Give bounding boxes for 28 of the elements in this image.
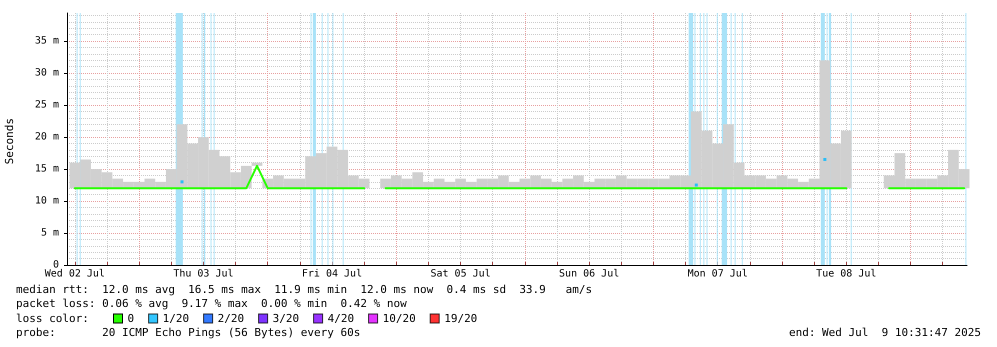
x-tick-label: Thu 03 Jul: [173, 268, 234, 280]
legend-label: 10/20: [382, 312, 416, 325]
x-tick-label: Tue 08 Jul: [816, 268, 876, 280]
x-tick-label: Fri 04 Jul: [302, 268, 362, 280]
y-tick-label: 10 m: [34, 196, 59, 207]
y-axis-title: Seconds: [3, 118, 16, 164]
legend-label: 1/20: [162, 312, 190, 325]
y-tick-label: 35 m: [34, 36, 59, 47]
y-tick-label: 25 m: [34, 100, 59, 111]
legend-label: 4/20: [328, 312, 354, 325]
y-tick-label: 5 m: [40, 228, 59, 239]
x-tick-label: Sun 06 Jul: [559, 268, 620, 280]
text: packet loss: 0.06 % avg 9.17 % max 0.00 % min 0.42 % now: [16, 297, 408, 310]
x-tick-label: Mon 07 Jul: [688, 268, 748, 280]
text: end: Wed Jul 9 10:31:47 2025: [788, 326, 982, 339]
y-tick-label: 15 m: [34, 164, 59, 175]
legend-label: 2/20: [218, 312, 244, 325]
text: probe: 20 ICMP Echo Pings (56 Bytes) every 60s: [16, 326, 360, 339]
legend-label: 3/20: [272, 312, 300, 325]
legend-label: 0: [128, 312, 134, 325]
legend-title: loss color:: [16, 312, 89, 325]
y-tick-label: 20 m: [34, 132, 59, 143]
legend-label: 19/20: [444, 312, 478, 325]
text: median rtt: 12.0 ms avg 16.5 ms max 11.9 ms min 12.0 ms now 0.4 ms sd 33.9 am/s: [16, 283, 592, 296]
x-tick-label: Wed 02 Jul: [44, 268, 105, 280]
y-tick-label: 0: [52, 260, 59, 270]
x-tick-label: Sat 05 Jul: [430, 268, 491, 280]
y-tick-label: 30 m: [34, 68, 59, 79]
